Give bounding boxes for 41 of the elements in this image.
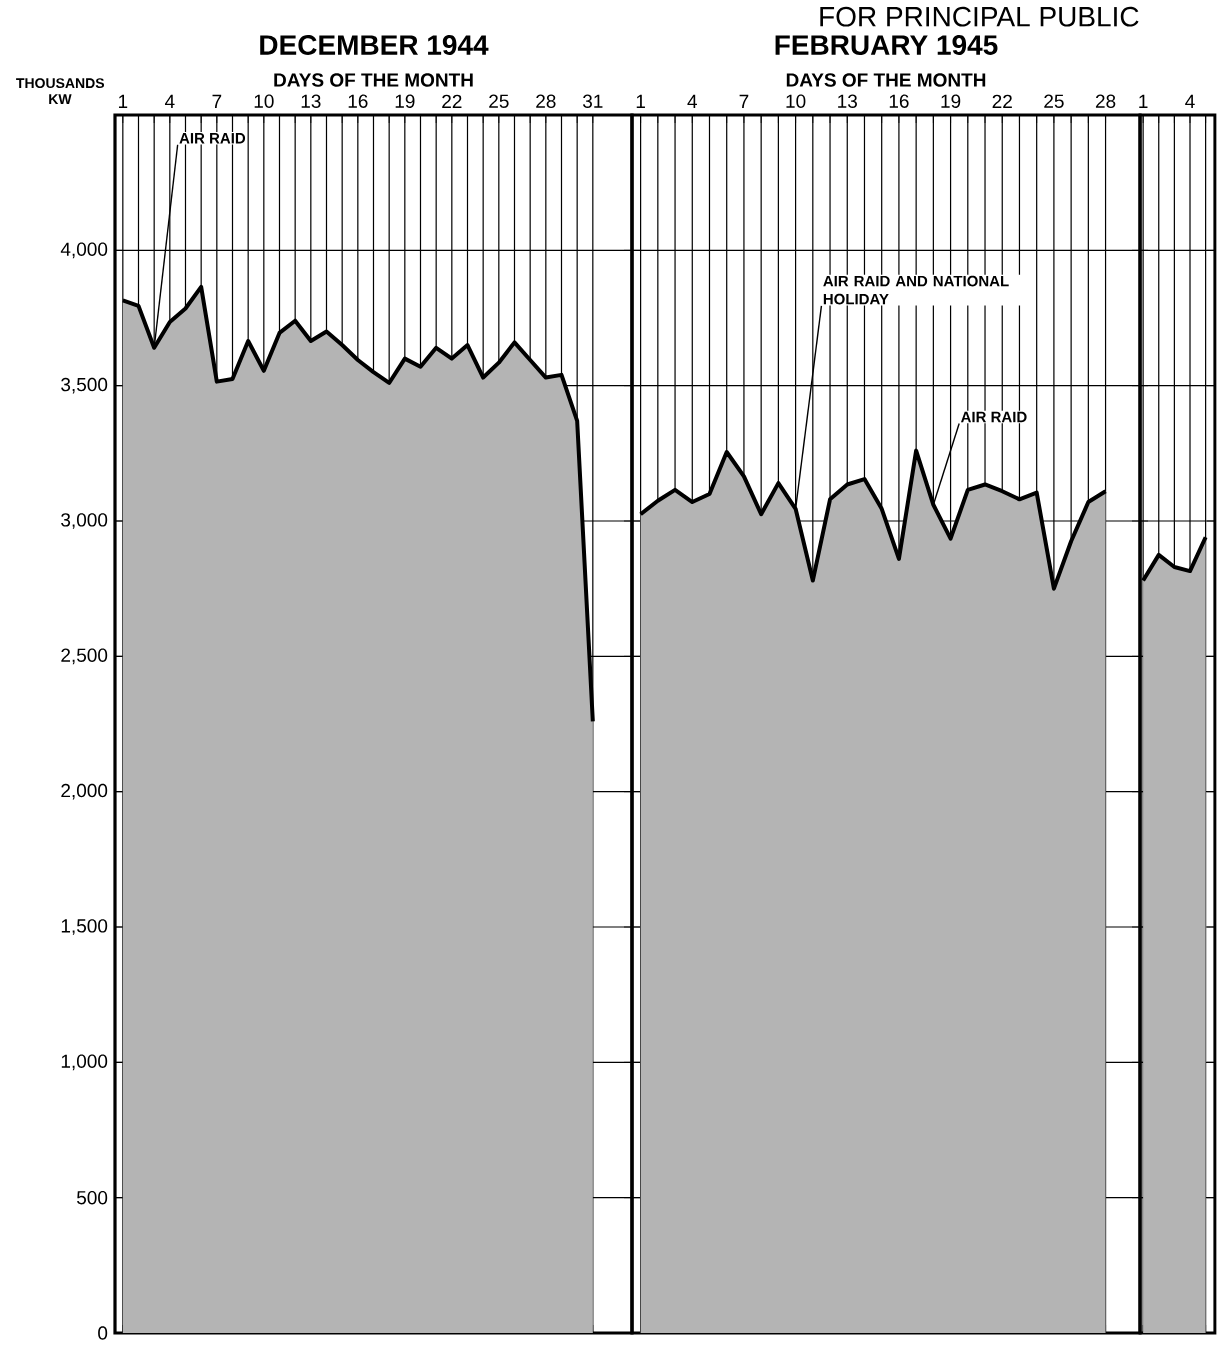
chart-title: FEBRUARY 1945 [775, 35, 998, 55]
y-tick-label: 2,500 [61, 648, 108, 665]
x-tick-label: 10 [254, 94, 274, 108]
x-tick-label: 4 [165, 94, 175, 108]
y-tick-label: 1,000 [62, 1054, 108, 1071]
x-tick-label: 1 [636, 94, 646, 108]
x-tick-label: 4 [1185, 94, 1195, 108]
annotation: AIR RAID [179, 133, 246, 144]
x-tick-label: 7 [739, 94, 749, 108]
x-tick-label: 22 [992, 94, 1013, 108]
x-tick-label: 25 [1044, 94, 1064, 108]
y-tick-label: 0 [98, 1326, 108, 1340]
text: FOR PRINCIPAL PUBLIC [820, 6, 1139, 27]
x-tick-label: 7 [212, 94, 222, 108]
x-axis-title: DAYS OF THE MONTH [787, 73, 986, 87]
y-tick-label: 500 [77, 1190, 108, 1205]
x-tick-label: 10 [786, 94, 806, 108]
y-tick-label: 3,500 [61, 377, 108, 394]
chart-title: DECEMBER 1944 [260, 35, 489, 55]
x-tick-label: 19 [395, 94, 415, 108]
x-tick-label: 1 [1139, 94, 1148, 108]
annotation: AIR RAID [961, 411, 1027, 423]
x-tick-label: 13 [838, 94, 858, 108]
x-tick-label: 1 [119, 94, 128, 108]
x-tick-label: 22 [442, 94, 462, 108]
y-tick-label: 3,000 [61, 513, 108, 529]
x-tick-label: 31 [583, 94, 603, 108]
annotation: AIR RAID AND NATIONAL HOLIDAY [823, 275, 1009, 305]
y-axis-title: THOUSANDS KW [16, 78, 105, 104]
x-tick-label: 4 [687, 94, 698, 108]
x-axis-title: DAYS OF THE MONTH [274, 73, 473, 87]
x-tick-label: 19 [941, 94, 961, 108]
x-tick-label: 13 [301, 94, 321, 108]
y-tick-label: 4,000 [61, 242, 108, 259]
x-tick-label: 16 [890, 94, 909, 108]
y-tick-label: 1,500 [62, 919, 108, 935]
x-tick-label: 25 [489, 94, 509, 108]
x-tick-label: 16 [348, 94, 368, 108]
y-tick-label: 2,000 [61, 783, 108, 800]
x-tick-label: 28 [536, 94, 556, 108]
x-tick-label: 28 [1096, 94, 1116, 108]
